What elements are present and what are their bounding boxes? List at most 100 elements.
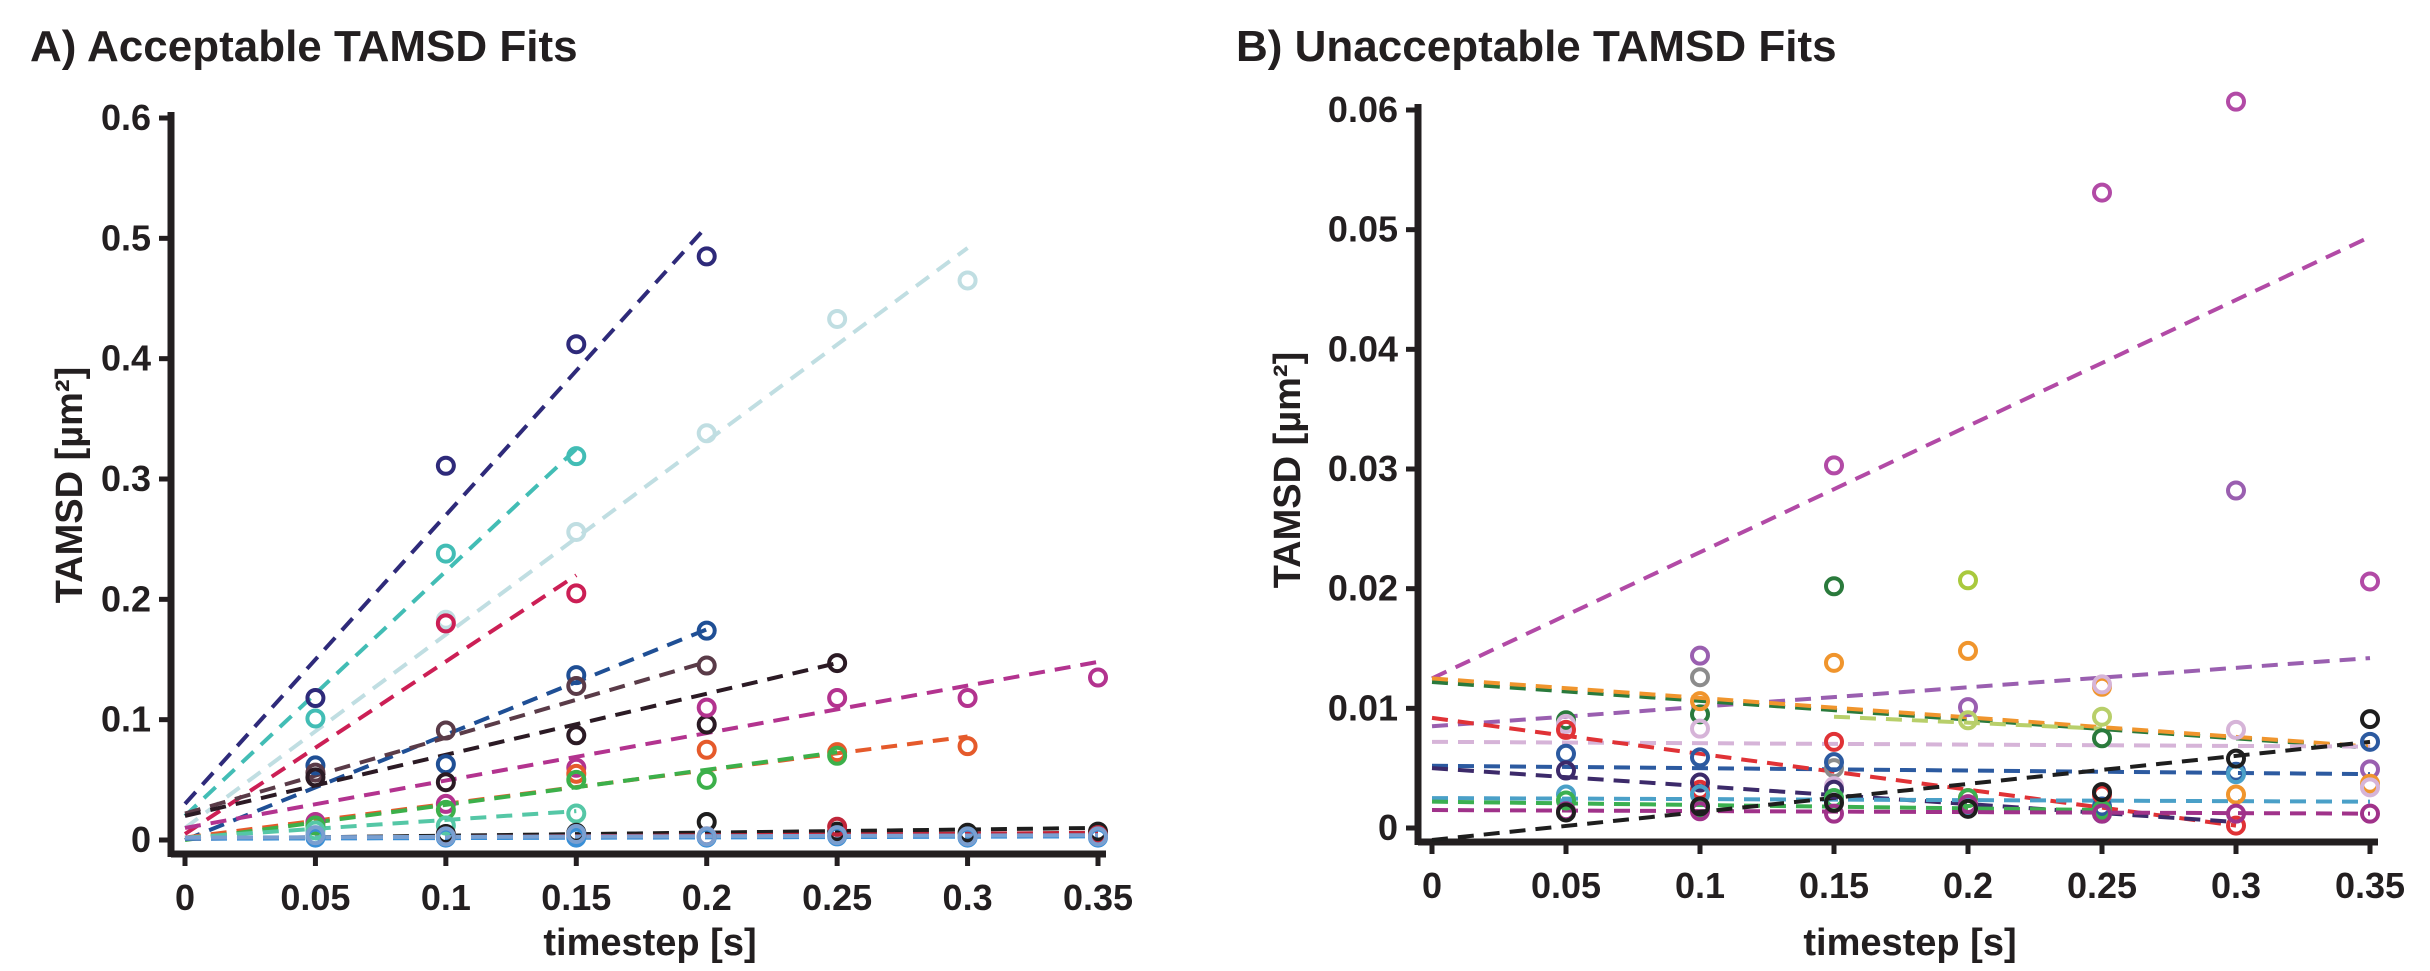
panel-a-point-s11-3: [566, 803, 587, 824]
panel-a-plot: 0 0.05 0.1 0.15 0.2 0.25 0.3 0.35 0 0.1 0.2 0.3 0.4 0…: [49, 97, 1133, 964]
panel-b-point-s14-6: [2226, 803, 2246, 824]
panel-a-point-s7-1: [305, 767, 326, 788]
panel-b-fit-line-1: [1431, 235, 2371, 681]
panel-a-point-s8-3: [566, 757, 587, 778]
panel-b-point-s15-4: [1958, 798, 1978, 819]
panel-a-x-tick-label: 0.2: [682, 877, 732, 918]
panel-a-title: A) Acceptable TAMSD Fits: [30, 22, 578, 71]
panel-b-fit-line-8: [1431, 739, 2371, 749]
panel-a-y-tick-label: 0.3: [101, 458, 151, 499]
panel-b-y-tick-label: 0.04: [1328, 328, 1398, 369]
panel-a-point-s15-3: [566, 823, 587, 844]
panel-b-point-s14-3: [1824, 803, 1844, 824]
panel-a-point-s1-2: [435, 455, 456, 476]
panel-b-point-s10-3: [1824, 731, 1844, 752]
panel-a-point-s6-3: [566, 675, 587, 696]
panel-b-plot: 0 0.05 0.1 0.15 0.2 0.25 0.3 0.35 0 0.01 0.02 0.03 0…: [1267, 89, 2405, 964]
panel-a-point-s7-4: [696, 714, 717, 735]
panel-a-y-tick-label: 0.6: [101, 97, 151, 138]
panel-b-x-tick-label: 0.25: [2067, 865, 2137, 906]
panel-b-point-s10-1: [1556, 719, 1576, 740]
panel-b-fit-line-14: [1431, 808, 2371, 816]
panel-b-point-s1-4: [2360, 571, 2380, 592]
panel-b-point-s2-2: [1958, 697, 1978, 718]
panel-b-point-s3-4: [2092, 728, 2112, 749]
panel-a-y-axis-title: TAMSD [µm²]: [49, 367, 91, 603]
panel-a-x-tick-label: 0.05: [280, 877, 350, 918]
panel-a-point-s5-1: [305, 755, 326, 776]
panel-a-y-tick-label: 0: [131, 819, 151, 860]
panel-a-point-s15-7: [1088, 826, 1108, 847]
panel-a-point-s4-2: [566, 583, 587, 604]
panel-a-point-s5-4: [696, 620, 717, 641]
panel-b-point-s9-6: [2360, 731, 2380, 752]
panel-a-point-s3-2: [566, 521, 587, 542]
panel-b-point-s2-1: [1690, 645, 1710, 666]
panel-b-x-tick-label: 0.05: [1531, 865, 1601, 906]
panel-a-point-s8-5: [827, 688, 848, 709]
panel-b-point-s15-1: [1556, 802, 1576, 823]
panel-b-y-tick-label: 0.06: [1328, 89, 1398, 130]
panel-b-point-s8-6: [2360, 777, 2380, 798]
panel-b-point-s4-1: [1958, 570, 1978, 591]
panel-a-fit-line-1: [183, 224, 709, 806]
panel-b-x-axis-title: timestep [s]: [1803, 922, 2016, 964]
panel-b-fit-line-15: [1431, 739, 2371, 842]
panel-b-point-s8-2: [1690, 718, 1710, 739]
panel-a-point-s1-3: [566, 334, 587, 355]
panel-a-point-s4-1: [435, 613, 456, 634]
panel-a-point-s3-5: [957, 270, 978, 291]
panel-b-x-tick-label: 0.1: [1675, 865, 1725, 906]
panel-a-fit-line-11: [184, 809, 577, 840]
panel-a-x-tick-label: 0.3: [943, 877, 993, 918]
panel-b-y-tick-label: 0.05: [1328, 209, 1398, 250]
panel-a-point-s1-4: [696, 246, 717, 267]
panel-b-fit-line-7: [1833, 714, 2103, 731]
panel-a-fit-line-3: [183, 246, 969, 830]
panel-a-y-tick-label: 0.5: [101, 217, 151, 258]
panel-a-point-s2-2: [435, 543, 456, 564]
panel-a-point-s6-2: [435, 720, 456, 741]
panel-a-fit-line-2: [183, 447, 578, 818]
panel-a-point-s10-4: [696, 769, 717, 790]
panel-a-point-s2-1: [305, 708, 326, 729]
panel-b-point-s15-2: [1690, 796, 1710, 817]
panel-a-x-tick-label: 0.15: [541, 877, 611, 918]
panel-a-point-s5-3: [566, 665, 587, 686]
panel-a-point-s9-2: [696, 739, 717, 760]
panel-a-point-s15-4: [696, 826, 717, 847]
panel-b-point-s3-3: [1824, 576, 1844, 597]
panel-a-point-s9-4: [957, 736, 978, 757]
panel-b-fit-line-13: [1431, 799, 2103, 813]
panel-b-fit-line-12: [1431, 796, 2371, 804]
panel-a-point-s15-1: [305, 825, 326, 846]
panel-b-y-tick-label: 0.03: [1328, 448, 1398, 489]
panel-a-point-s6-4: [696, 655, 717, 676]
panel-b-point-s11-1: [1556, 760, 1576, 781]
panel-b-point-s15-3: [1824, 792, 1844, 813]
panel-a-point-s8-6: [957, 688, 978, 709]
panel-a-point-s3-3: [696, 423, 717, 444]
panel-a-point-s1-1: [305, 688, 326, 709]
panel-b-point-s9-2: [1690, 747, 1710, 768]
panel-b-fit-line-5: [1431, 676, 2371, 749]
panel-b-title: B) Unacceptable TAMSD Fits: [1236, 22, 1837, 71]
panel-b-x-tick-label: 0.3: [2211, 865, 2261, 906]
panel-b-point-s5-3: [1958, 640, 1978, 661]
panel-a-point-s2-3: [566, 446, 587, 467]
panel-b-point-s9-1: [1556, 743, 1576, 764]
panel-a-point-s13-4: [827, 816, 848, 837]
panel-b-point-s15-6: [2226, 748, 2246, 769]
panel-a-x-axis-title: timestep [s]: [543, 922, 756, 964]
panel-b-point-s11-3: [1824, 779, 1844, 800]
panel-b-point-s5-5: [2226, 784, 2246, 805]
panel-a-point-s7-5: [827, 653, 848, 674]
panel-a-point-s7-3: [566, 725, 587, 746]
panel-a-point-s8-7: [1088, 667, 1108, 688]
panel-b-point-s7-2: [2092, 706, 2112, 727]
panel-a-point-s7-2: [435, 772, 456, 793]
panel-b-y-tick-label: 0: [1378, 807, 1398, 848]
panel-a-point-s9-1: [566, 763, 587, 784]
panel-b-point-s7-1: [1958, 710, 1978, 731]
